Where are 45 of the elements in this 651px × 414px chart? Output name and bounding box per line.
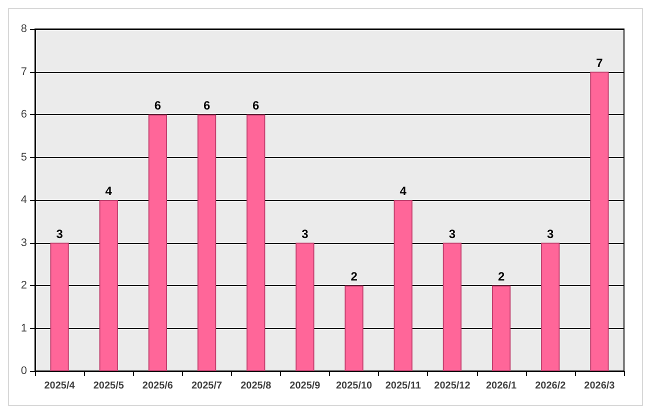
bar: [442, 242, 462, 371]
data-label: 6: [203, 98, 210, 112]
data-label: 4: [400, 184, 407, 198]
y-tick-label: 1: [20, 322, 27, 334]
x-tick-label: 2025/11: [385, 380, 422, 392]
x-tick-label: 2026/2: [535, 380, 566, 392]
bar: [590, 72, 609, 371]
bar: [541, 242, 560, 371]
x-tick-label: 2025/5: [93, 380, 124, 392]
bar: [246, 114, 266, 371]
x-tick-label: 2025/12: [434, 380, 471, 392]
data-label: 3: [547, 226, 554, 241]
data-label: 3: [448, 226, 456, 241]
data-label: 2: [350, 270, 358, 284]
y-tick-label: 5: [20, 151, 27, 164]
bar: [296, 242, 314, 371]
bar: [99, 200, 118, 371]
y-tick-label: 6: [20, 108, 27, 120]
x-tick-label: 2025/9: [290, 380, 321, 392]
x-tick-label: 2026/1: [486, 380, 518, 392]
data-label: 3: [302, 226, 309, 241]
x-tick-label: 2025/6: [142, 380, 174, 392]
y-tick-label: 4: [20, 194, 27, 206]
bar: [148, 114, 168, 371]
x-tick-label: 2025/10: [336, 380, 373, 392]
bar: [344, 286, 364, 371]
x-tick-label: 2026/3: [584, 380, 616, 392]
bar: [492, 286, 511, 371]
data-label: 7: [596, 56, 604, 70]
x-tick-label: 2025/4: [44, 380, 76, 392]
y-tick-label: 0: [20, 365, 27, 377]
y-tick-label: 2: [20, 280, 27, 292]
data-label: 6: [252, 98, 260, 112]
bar: [50, 242, 69, 371]
y-tick-label: 3: [20, 236, 27, 249]
bar: [394, 200, 412, 371]
x-tick-label: 2025/8: [240, 380, 272, 392]
y-tick-label: 7: [20, 66, 27, 78]
data-label: 3: [56, 226, 64, 241]
data-label: 6: [154, 98, 162, 112]
x-tick-label: 2025/7: [191, 380, 223, 392]
data-label: 2: [498, 270, 505, 284]
y-tick-label: 8: [20, 23, 27, 35]
bar: [197, 114, 216, 371]
data-label: 4: [105, 184, 112, 198]
